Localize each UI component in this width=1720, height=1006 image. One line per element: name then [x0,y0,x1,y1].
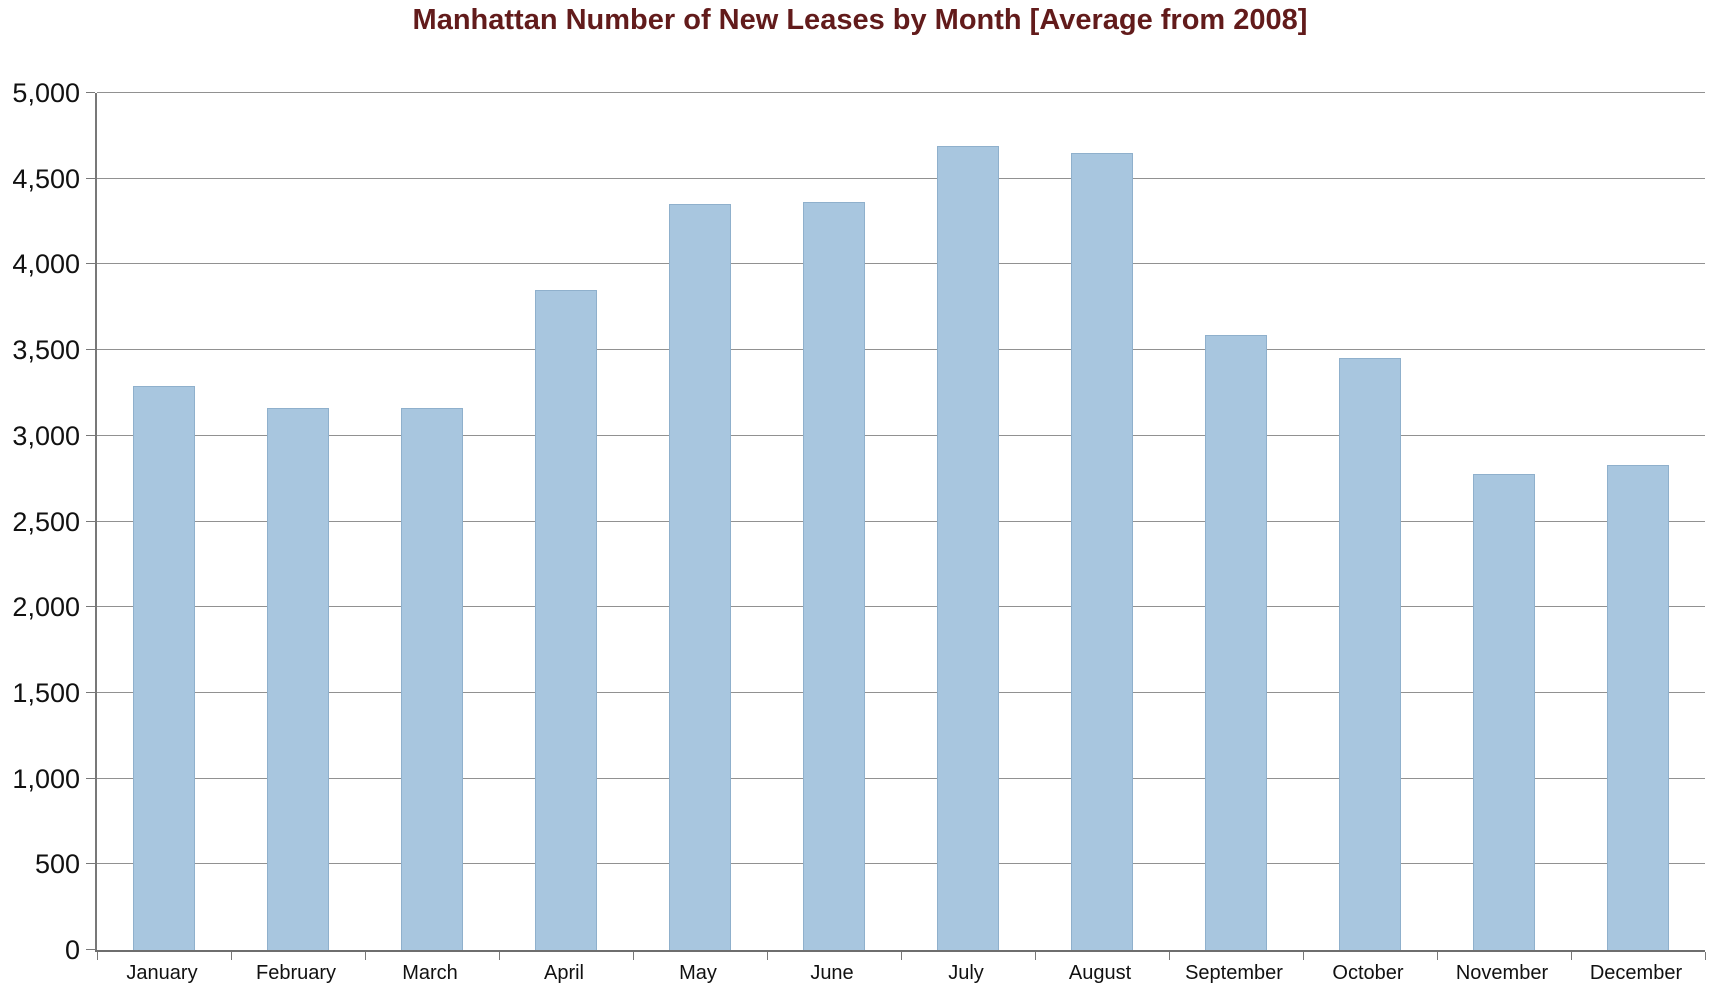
x-axis-tick [97,952,98,960]
x-axis-tick-label: May [679,962,717,984]
bar-january [133,386,195,950]
bar-august [1071,153,1133,950]
x-axis-tick-label: October [1332,962,1404,984]
y-axis-tick-label: 1,500 [12,677,80,708]
x-axis-tick-label: July [948,962,984,984]
x-axis-tick [365,952,366,960]
gridline [97,349,1705,351]
y-axis-tick [86,177,95,179]
bar-april [535,290,597,950]
gridline [97,434,1705,436]
bar-may [669,204,731,950]
gridline [97,777,1705,779]
x-axis-tick-label: June [810,962,854,984]
bar-september [1205,335,1267,950]
y-axis-tick-label: 0 [64,935,80,965]
x-axis-tick [1437,952,1438,960]
y-axis-tick [86,434,95,436]
y-axis-tick [86,520,95,522]
y-axis-tick-label: 4,000 [12,249,80,280]
x-axis-tick [1035,952,1036,960]
y-axis-tick-label: 500 [34,849,80,880]
x-axis-tick [499,952,500,960]
x-axis-tick-label: September [1185,962,1283,984]
x-axis-tick-label: March [402,962,458,984]
chart-title: Manhattan Number of New Leases by Month … [412,4,1308,36]
y-axis-tick [86,263,95,265]
gridline [97,263,1705,265]
gridline [97,177,1705,179]
y-axis-tick-label: 2,500 [12,506,80,537]
y-axis-tick [86,606,95,608]
bar-november [1473,474,1535,950]
y-axis-tick-label: 1,000 [12,763,80,794]
y-axis-tick [86,863,95,865]
y-axis-tick-label: 4,500 [12,163,80,194]
bar-february [267,408,329,950]
bar-march [401,408,463,950]
y-axis-tick-label: 3,000 [12,420,80,451]
y-axis-tick-label: 2,000 [12,592,80,623]
x-axis-tick-label: August [1068,962,1132,984]
bar-october [1339,358,1401,950]
x-axis-tick-label: January [126,962,198,984]
gridline [97,863,1705,865]
x-axis-tick [1303,952,1304,960]
x-axis-tick [901,952,902,960]
y-axis-tick [86,349,95,351]
y-axis-tick [86,777,95,779]
gridline [97,520,1705,522]
y-axis-tick [86,691,95,693]
y-axis-tick [86,949,95,950]
y-axis-tick [86,92,95,93]
gridline [97,92,1705,93]
x-axis-tick-label: February [255,962,337,984]
y-axis-tick-label: 3,500 [12,335,80,366]
x-axis-tick [1705,952,1706,960]
bar-july [937,146,999,950]
x-axis-tick [1571,952,1572,960]
x-axis-tick [633,952,634,960]
x-axis-tick-label: December [1589,962,1683,984]
plot-area [86,92,1706,960]
x-axis-line [95,950,1705,952]
gridline [97,606,1705,608]
x-axis-tick [767,952,768,960]
bar-december [1607,465,1669,950]
x-axis-tick [231,952,232,960]
x-axis-tick-label: November [1455,962,1549,984]
x-axis-tick-label: April [543,962,584,984]
bar-june [803,202,865,950]
gridline [97,691,1705,693]
y-axis-tick-label: 5,000 [12,78,80,108]
x-axis-tick [1169,952,1170,960]
